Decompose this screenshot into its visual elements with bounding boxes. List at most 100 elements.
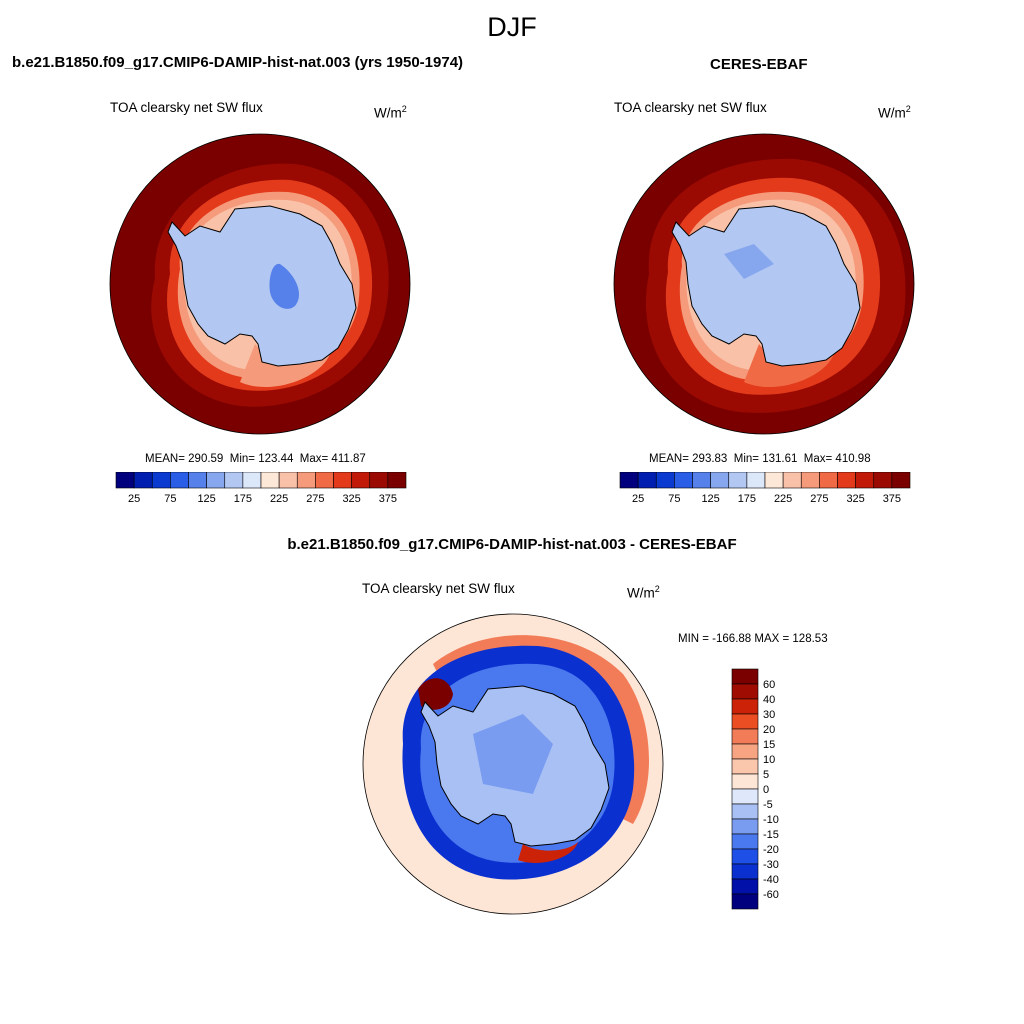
panel1-colorbar-box (151, 472, 171, 489)
panel1-colorbar-tick-label: 175 (234, 493, 252, 505)
panel2-colorbar-tick-label: 325 (846, 493, 864, 505)
panel3-interior-mild (473, 714, 553, 794)
panel1-colorbar-tick-label: 125 (197, 493, 215, 505)
panel2-colorbar-box (674, 472, 693, 489)
panel2-colorbar-tick-label: 125 (701, 493, 719, 505)
panel2-colorbar-tick-label: 75 (668, 493, 680, 505)
panel3-map-border (362, 613, 664, 915)
panel3-colorbar-tick-label: 15 (763, 739, 775, 751)
panel2-antarctica (671, 205, 861, 367)
panel3-stats: MIN = -166.88 MAX = 128.53 (678, 633, 828, 645)
panel1-colorbar-tick-label: 75 (164, 493, 176, 505)
panel1-colorbar-box (260, 472, 280, 489)
panel3-colorbar-tick-label: 60 (763, 679, 775, 691)
panel1-colorbar-tick-label: 375 (379, 493, 397, 505)
panel3-colorbar: 60 40 30 20 15 10 5 0 -5 -10 -15 -20 -30 -40 -60 (731, 668, 779, 910)
panel2-colorbar-box (692, 472, 711, 489)
panel3-colorbar-box (731, 863, 759, 880)
panel3-colorbar-box (731, 788, 759, 805)
panel1-colorbar-box (369, 472, 389, 489)
panel3-colorbar-box (731, 878, 759, 895)
panel1-colorbar-box (206, 472, 226, 489)
panel2-colorbar-tick-label: 225 (774, 493, 792, 505)
panel3-colorbar-box (731, 668, 759, 685)
panel1-colorbar-tick-label: 275 (306, 493, 324, 505)
panel3-colorbar-tick-label: 20 (763, 724, 775, 736)
panel3-colorbar-box (731, 713, 759, 730)
panel3-colorbar-tick-label: -5 (763, 799, 773, 811)
panel2-colorbar-box (655, 472, 675, 489)
panel3-colorbar-tick-label: 10 (763, 754, 775, 766)
panel1-colorbar-box (188, 472, 207, 489)
panel3-ross-pos (518, 842, 578, 863)
panel3-colorbar-tick-label: 30 (763, 709, 775, 721)
panel3-colorbar-tick-label: -15 (763, 829, 779, 841)
panel2-colorbar-box (873, 472, 893, 489)
panel2-stats: MEAN= 293.83 Min= 131.61 Max= 410.98 (649, 453, 871, 465)
panel3-colorbar-tick-label: -60 (763, 889, 779, 901)
panel2-colorbar-tick-label: 175 (738, 493, 756, 505)
panel1-colorbar: 25 75 125 175 225 275 325 375 (115, 472, 407, 505)
panel3-colorbar-tick-label: -40 (763, 874, 779, 886)
panel1-colorbar-box (133, 472, 153, 489)
panel3-units-label: W/m2 (627, 584, 660, 601)
panel3-colorbar-tick-label: 5 (763, 769, 769, 781)
panel1-colorbar-tick-label: 325 (342, 493, 360, 505)
panel1-colorbar-box (387, 472, 407, 489)
panel2-colorbar-box (728, 472, 748, 489)
panel2-colorbar-box (891, 472, 911, 489)
panel1-colorbar-box (296, 472, 316, 489)
panel3-colorbar-tick-label: -10 (763, 814, 779, 826)
panel1-stats: MEAN= 290.59 Min= 123.44 Max= 411.87 (145, 453, 366, 465)
figure-title: DJF (487, 12, 537, 42)
panel1-units-label: W/m2 (374, 104, 407, 121)
panel3-map (362, 613, 664, 915)
panel1-colorbar-box (351, 472, 371, 489)
panel2-map (613, 133, 915, 435)
panel1-colorbar-tick-label: 225 (270, 493, 288, 505)
panel2-colorbar-box (855, 472, 875, 489)
panel2-title: CERES-EBAF (710, 56, 808, 73)
panel1-colorbar-box (278, 472, 298, 489)
panel2-colorbar-box (619, 472, 639, 489)
panel3-colorbar-tick-label: -20 (763, 844, 779, 856)
panel1-title: b.e21.B1850.f09_g17.CMIP6-DAMIP-hist-nat… (12, 54, 464, 71)
panel3-title: b.e21.B1850.f09_g17.CMIP6-DAMIP-hist-nat… (287, 536, 737, 553)
panel1-colorbar-box (170, 472, 189, 489)
panel2-units-label: W/m2 (878, 104, 911, 121)
panel1-colorbar-box (315, 472, 334, 489)
panel3-colorbar-box (731, 833, 759, 850)
panel2-colorbar-tick-label: 375 (883, 493, 901, 505)
panel3-colorbar-tick-label: 40 (763, 694, 775, 706)
panel2-plateau-low (724, 244, 774, 279)
panel3-colorbar-box (731, 683, 759, 700)
panel1-colorbar-box (242, 472, 262, 489)
panel3-colorbar-box (731, 698, 759, 715)
panel1-variable-label: TOA clearsky net SW flux (110, 100, 263, 115)
panel1-map-border (109, 133, 411, 435)
panel2-colorbar-box (746, 472, 766, 489)
panel1-antarctica (167, 205, 357, 367)
panel1-colorbar-box (224, 472, 244, 489)
panel1-plateau-low (269, 263, 300, 309)
panel3-variable-label: TOA clearsky net SW flux (362, 581, 515, 596)
panel2-colorbar-box (782, 472, 802, 489)
panel1-colorbar-tick-label: 25 (128, 493, 140, 505)
panel3-colorbar-tick-label: 0 (763, 784, 769, 796)
panel2-colorbar-box (837, 472, 856, 489)
panel3-colorbar-box (731, 893, 759, 910)
panel2-colorbar-box (710, 472, 730, 489)
panel2-colorbar-tick-label: 275 (810, 493, 828, 505)
panel3-colorbar-box (731, 818, 759, 835)
panel3-colorbar-box (731, 743, 759, 760)
panel2-colorbar-box (800, 472, 820, 489)
panel3-colorbar-tick-label: -30 (763, 859, 779, 871)
panel2-map-border (613, 133, 915, 435)
panel1-colorbar-box (115, 472, 135, 489)
panel2-colorbar-box (637, 472, 657, 489)
panel2-colorbar-box (764, 472, 784, 489)
panel3-weddell-pos (418, 678, 453, 710)
panel3-colorbar-box (731, 803, 759, 820)
panel1-map (109, 133, 411, 435)
panel3-colorbar-box (731, 758, 759, 775)
